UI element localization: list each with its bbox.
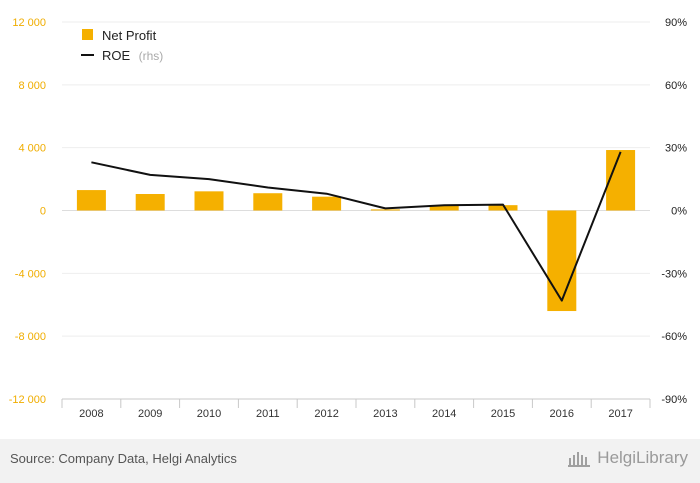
x-tick-label: 2014 bbox=[432, 408, 456, 420]
legend-swatch-net-profit bbox=[82, 29, 93, 40]
net-profit-bar bbox=[312, 196, 342, 211]
left-tick-label: -8 000 bbox=[15, 331, 46, 343]
x-axis: 2008 2009 2010 2011 2012 2013 2014 2015 2016 2017 bbox=[61, 398, 651, 420]
right-tick-label: -60% bbox=[661, 331, 687, 343]
right-tick-label: 30% bbox=[665, 143, 687, 155]
right-tick-label: 0% bbox=[671, 206, 687, 218]
right-tick-label: 60% bbox=[665, 80, 687, 92]
x-tick-label: 2010 bbox=[197, 408, 221, 420]
left-tick-label: 4 000 bbox=[18, 143, 46, 155]
net-profit-bar bbox=[606, 150, 636, 211]
roe-line-layer bbox=[91, 151, 622, 302]
left-tick-label: -12 000 bbox=[9, 394, 46, 406]
legend-label-roe-note: (rhs) bbox=[139, 49, 164, 63]
x-tick-label: 2015 bbox=[491, 408, 515, 420]
x-tick-label: 2012 bbox=[314, 408, 338, 420]
x-tick-label: 2011 bbox=[256, 408, 280, 420]
roe-line bbox=[91, 151, 622, 302]
net-profit-bar bbox=[135, 194, 165, 211]
right-tick-label: 90% bbox=[665, 17, 687, 29]
source-text: Source: Company Data, Helgi Analytics bbox=[10, 451, 237, 466]
left-tick-label: 12 000 bbox=[12, 17, 46, 29]
net-profit-bars bbox=[76, 150, 636, 312]
footer: Source: Company Data, Helgi Analytics He… bbox=[0, 439, 700, 483]
right-tick-label: -90% bbox=[661, 394, 687, 406]
brand-logo: HelgiLibrary bbox=[568, 448, 688, 468]
left-tick-label: -4 000 bbox=[15, 268, 46, 280]
left-axis-ticks: 12 000 8 000 4 000 0 -4 000 -8 000 -12 000 bbox=[9, 17, 46, 406]
net-profit-bar bbox=[370, 209, 400, 211]
legend-label-roe-text: ROE bbox=[102, 48, 131, 63]
net-profit-bar bbox=[194, 191, 224, 211]
legend-label-net-profit: Net Profit bbox=[102, 28, 157, 43]
left-tick-label: 8 000 bbox=[18, 80, 46, 92]
net-profit-bar bbox=[547, 210, 577, 312]
x-tick-label: 2009 bbox=[138, 408, 162, 420]
x-tick-label: 2017 bbox=[608, 408, 632, 420]
brand-logo-icon bbox=[568, 452, 591, 467]
brand-logo-text: HelgiLibrary bbox=[597, 448, 688, 467]
net-profit-bar bbox=[488, 205, 518, 211]
legend-label-roe: ROE (rhs) bbox=[102, 47, 163, 64]
right-tick-label: -30% bbox=[661, 268, 687, 280]
right-axis-ticks: 90% 60% 30% 0% -30% -60% -90% bbox=[661, 17, 687, 406]
legend: Net Profit ROE (rhs) bbox=[81, 28, 163, 64]
x-tick-label: 2008 bbox=[79, 408, 103, 420]
net-profit-bar bbox=[429, 205, 459, 211]
chart: 12 000 8 000 4 000 0 -4 000 -8 000 -12 000 90%… bbox=[9, 17, 688, 420]
left-tick-label: 0 bbox=[40, 206, 46, 218]
net-profit-bar bbox=[253, 193, 283, 211]
net-profit-bar bbox=[76, 190, 106, 211]
x-tick-label: 2016 bbox=[550, 408, 574, 420]
x-tick-label: 2013 bbox=[373, 408, 397, 420]
